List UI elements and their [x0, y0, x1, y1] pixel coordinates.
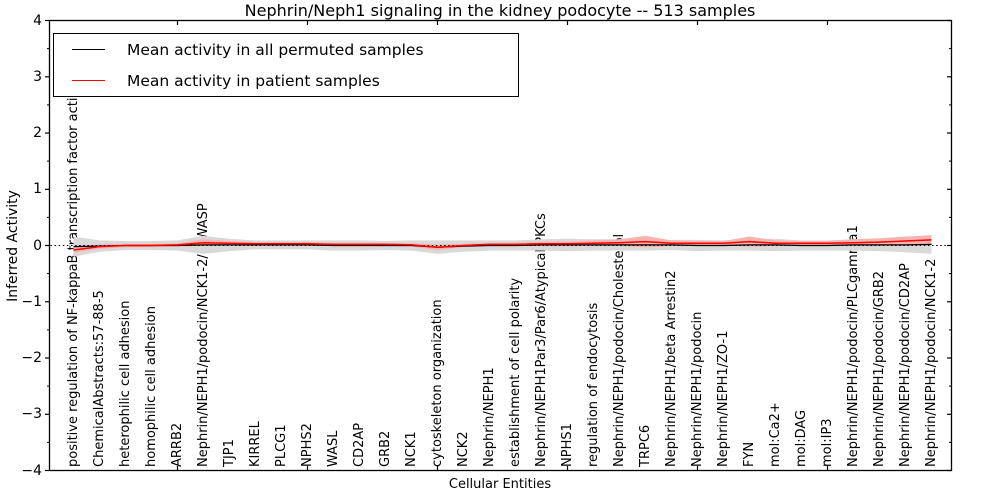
x-tick-label: Nephrin/NEPH1/beta Arrestin2	[663, 270, 679, 468]
x-tick-label: CD2AP	[351, 422, 367, 467]
y-tick-label: 0	[33, 237, 42, 254]
y-tick-label: 2	[33, 125, 42, 141]
legend-label: Mean activity in patient samples	[127, 71, 380, 90]
x-tick-label: GRB2	[377, 430, 393, 467]
y-tick-label: 4	[33, 12, 42, 29]
legend-box: Mean activity in all permuted samples Me…	[53, 33, 519, 97]
x-tick-label: KIRREL	[247, 421, 263, 467]
x-tick-label: Nephrin/NEPH1/podocin/NCK1-2	[923, 258, 939, 467]
x-tick-label: Nephrin/NEPH1/podocin/CD2AP	[897, 263, 913, 467]
x-tick-label: mol:DAG	[793, 409, 809, 467]
x-tick-label: Nephrin/NEPH1/podocin/NCK1-2/N-WASP	[195, 203, 211, 467]
x-tick-label: mol:Ca2+	[767, 402, 783, 467]
y-tick-label: −3	[21, 406, 42, 423]
x-tick-label: Nephrin/NEPH1/podocin	[689, 311, 705, 467]
permuted-line-swatch	[72, 49, 105, 50]
x-tick-label: regulation of endocytosis	[585, 302, 601, 467]
legend-item-patient: Mean activity in patient samples	[54, 72, 518, 90]
x-tick-label: establishment of cell polarity	[507, 277, 523, 467]
x-tick-label: cytoskeleton organization	[429, 299, 445, 467]
x-tick-label: ARRB2	[169, 422, 185, 467]
y-tick-label: −4	[21, 462, 42, 479]
x-tick-label: WASL	[325, 430, 341, 467]
y-tick-label: −1	[21, 293, 42, 310]
x-tick-label: TRPC6	[637, 424, 653, 467]
chart-title: Nephrin/Neph1 signaling in the kidney po…	[244, 1, 756, 20]
x-tick-label: FYN	[741, 441, 757, 467]
x-tick-label: NCK2	[455, 431, 471, 467]
x-tick-label: Nephrin/NEPH1/podocin/PLCgamma1	[845, 225, 861, 467]
x-tick-label: Nephrin/NEPH1	[481, 367, 497, 467]
legend-label: Mean activity in all permuted samples	[127, 40, 424, 59]
patient-line-swatch	[72, 80, 105, 81]
x-tick-label: Nephrin/NEPH1/podocin/Cholesterol	[611, 233, 627, 467]
x-tick-label: Nephrin/NEPH1/podocin/GRB2	[871, 270, 887, 467]
x-tick-label: heterophilic cell adhesion	[117, 300, 133, 468]
legend-item-permuted: Mean activity in all permuted samples	[54, 41, 518, 59]
y-tick-label: 3	[33, 68, 42, 85]
x-tick-label: positive regulation of NF-kappaB transcr…	[65, 73, 81, 467]
x-tick-label: Nephrin/NEPH1/ZO-1	[715, 330, 731, 467]
x-tick-label: NPHS2	[299, 423, 315, 467]
x-tick-label: Nephrin/NEPH1Par3/Par6/Atypical PKCs	[533, 213, 549, 467]
x-tick-label: TJP1	[221, 439, 237, 467]
x-tick-label: NPHS1	[559, 423, 575, 467]
x-tick-label: NCK1	[403, 431, 419, 467]
x-tick-label: PLCG1	[273, 424, 289, 467]
x-axis-label: Cellular Entities	[448, 477, 552, 492]
x-tick-label: ChemicalAbstracts:57-88-5	[91, 290, 107, 467]
y-tick-label: −2	[21, 350, 42, 366]
y-tick-label: 1	[33, 181, 42, 198]
x-tick-label: mol:IP3	[819, 418, 835, 467]
x-tick-label: homophilic cell adhesion	[143, 306, 159, 467]
